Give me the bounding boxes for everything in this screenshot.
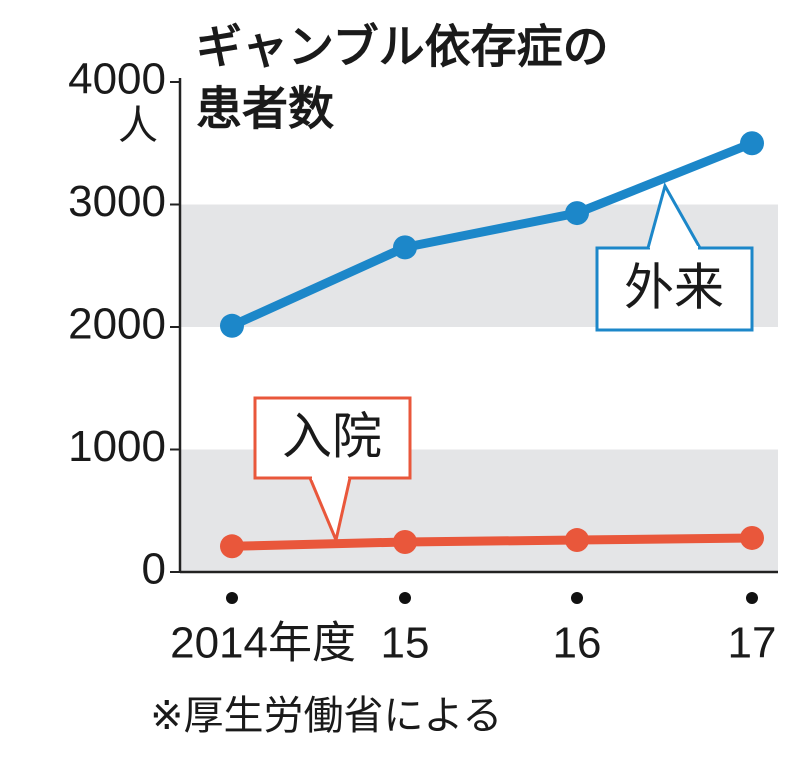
data-point	[393, 235, 417, 260]
x-tick-label: 17	[728, 619, 777, 668]
legend-box	[253, 396, 412, 480]
y-tick-label: 2000	[68, 300, 166, 349]
x-tick-dot	[746, 592, 758, 604]
y-unit: 人	[118, 103, 158, 149]
data-point	[565, 201, 589, 226]
data-point	[565, 528, 589, 553]
x-tick-dot	[399, 592, 411, 604]
data-point	[220, 534, 244, 559]
x-tick-dot	[571, 592, 583, 604]
x-tick-label: 15	[381, 619, 430, 668]
chart-title: ギャンブル依存症の	[196, 20, 609, 74]
y-tick-label: 1000	[68, 422, 166, 471]
legend-label: 入院	[282, 408, 382, 466]
y-tick-label: 3000	[68, 177, 166, 226]
source: ※厚生労働省による	[150, 693, 502, 739]
data-point	[220, 313, 244, 338]
data-point	[393, 529, 417, 554]
legend-pointer	[308, 477, 352, 545]
legend-label: 外来	[624, 259, 724, 317]
x-tick-dot	[226, 592, 238, 604]
chart-title: 患者数	[196, 82, 334, 136]
y-tick-label: 0	[142, 545, 166, 594]
legend-pointer	[646, 182, 702, 249]
series-line	[231, 533, 753, 551]
legend-box	[595, 246, 754, 332]
x-tick-label: 2014年度	[170, 619, 356, 668]
series-line	[230, 139, 754, 330]
x-tick-label: 16	[553, 619, 602, 668]
y-tick-label: 4000	[68, 55, 166, 104]
data-point	[740, 525, 764, 550]
data-point	[740, 131, 764, 156]
